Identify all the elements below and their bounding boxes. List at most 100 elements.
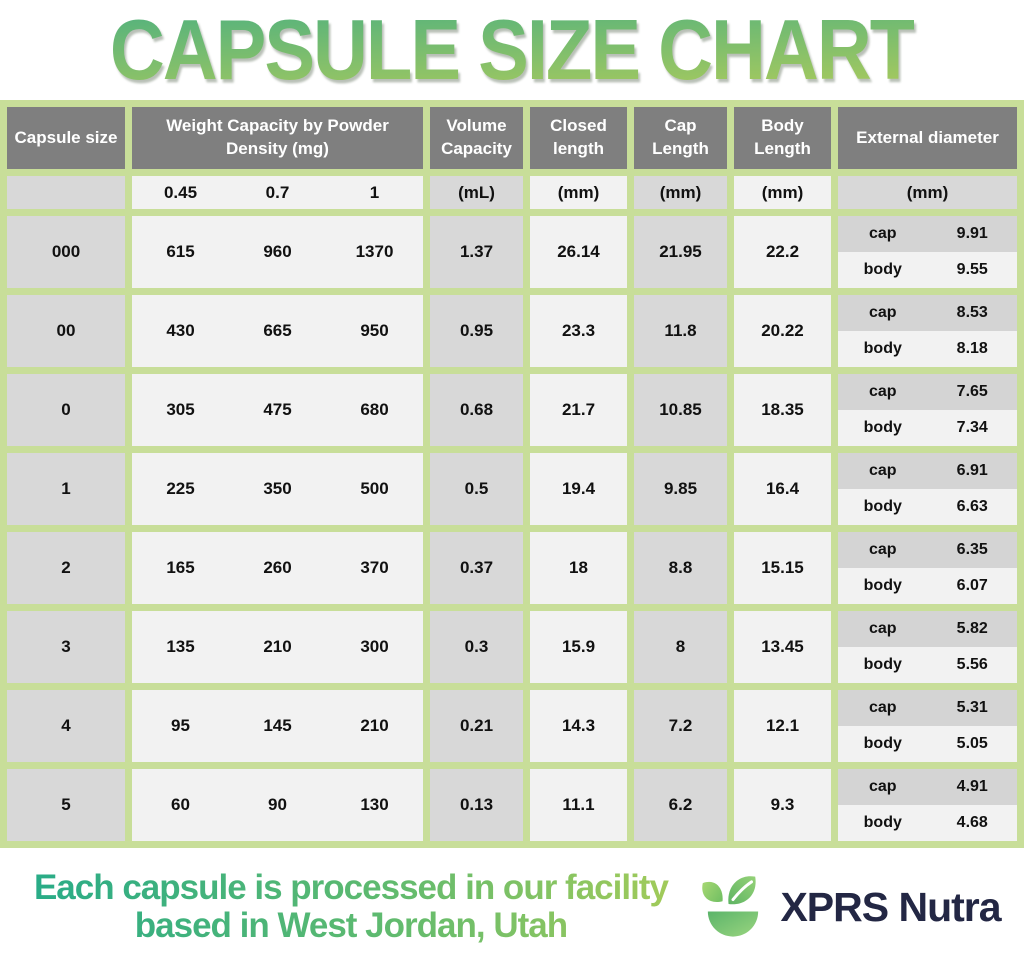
weight-value: 60 [171, 795, 190, 814]
cap-label: cap [868, 383, 897, 400]
body-length-cell-000: 22.2 [734, 216, 831, 288]
cap-label: cap [868, 225, 897, 242]
leaf-bowl-icon [702, 876, 759, 937]
cap-diameter-value: 7.65 [956, 383, 988, 400]
body-diameter-band: body 7.34 [838, 410, 1017, 446]
cap-diameter-value: 8.53 [956, 304, 988, 321]
brand-logo: XPRS Nutra [696, 870, 1002, 944]
volume-cell-0: 0.68 [430, 374, 523, 446]
volume-cell-4: 0.21 [430, 690, 523, 762]
cap-diameter-value: 6.91 [956, 462, 988, 479]
size-cell-1: 1 [7, 453, 125, 525]
body-label: body [863, 577, 902, 594]
cap-diameter-value: 9.91 [956, 225, 988, 242]
volume-cell-000: 1.37 [430, 216, 523, 288]
brand-name: XPRS Nutra [780, 883, 1001, 930]
body-diameter-band: body 5.56 [838, 647, 1017, 683]
external-diameter-cell-5: cap 4.91 body 4.68 [838, 769, 1017, 841]
footer: Each capsule is processed in our facilit… [0, 848, 1024, 966]
header-cap-length: Cap Length [634, 107, 727, 169]
cap-diameter-band: cap 8.53 [838, 295, 1017, 331]
size-cell-3: 3 [7, 611, 125, 683]
cap-diameter-value: 5.82 [956, 620, 988, 637]
body-length-cell-1: 16.4 [734, 453, 831, 525]
body-length-cell-3: 13.45 [734, 611, 831, 683]
weight-cell-2: 165 260 370 [132, 532, 423, 604]
weight-cell-3: 135 210 300 [132, 611, 423, 683]
size-cell-4: 4 [7, 690, 125, 762]
closed-length-cell-0: 21.7 [530, 374, 627, 446]
body-length-cell-4: 12.1 [734, 690, 831, 762]
weight-value: 130 [360, 795, 389, 814]
body-label: body [863, 735, 902, 752]
cap-label: cap [868, 699, 897, 716]
external-diameter-cell-0: cap 7.65 body 7.34 [838, 374, 1017, 446]
density-0.45: 0.45 [163, 182, 198, 202]
body-label: body [863, 656, 902, 673]
weight-cell-4: 95 145 210 [132, 690, 423, 762]
body-diameter-value: 5.56 [956, 656, 988, 673]
subheader-empty [7, 176, 125, 209]
body-label: body [863, 340, 902, 357]
closed-length-cell-000: 26.14 [530, 216, 627, 288]
unit-closed-length: (mm) [530, 176, 627, 209]
body-label: body [863, 814, 902, 831]
header-weight-capacity: Weight Capacity by Powder Density (mg) [132, 107, 423, 169]
size-cell-000: 000 [7, 216, 125, 288]
weight-value: 300 [360, 637, 389, 656]
unit-volume: (mL) [430, 176, 523, 209]
closed-length-cell-3: 15.9 [530, 611, 627, 683]
cap-diameter-band: cap 6.91 [838, 453, 1017, 489]
cap-label: cap [868, 304, 897, 321]
body-length-cell-2: 15.15 [734, 532, 831, 604]
external-diameter-cell-3: cap 5.82 body 5.56 [838, 611, 1017, 683]
body-length-cell-00: 20.22 [734, 295, 831, 367]
cap-diameter-band: cap 7.65 [838, 374, 1017, 410]
title-bar: CAPSULE SIZE CHART [0, 0, 1024, 100]
weight-value: 665 [263, 321, 292, 340]
volume-cell-5: 0.13 [430, 769, 523, 841]
body-diameter-value: 9.55 [956, 261, 988, 278]
cap-length-cell-000: 21.95 [634, 216, 727, 288]
closed-length-cell-2: 18 [530, 532, 627, 604]
facility-tagline: Each capsule is processed in our facilit… [23, 868, 678, 946]
weight-value: 350 [263, 479, 292, 498]
closed-length-cell-4: 14.3 [530, 690, 627, 762]
weight-value: 615 [166, 242, 195, 261]
external-diameter-cell-4: cap 5.31 body 5.05 [838, 690, 1017, 762]
weight-value: 370 [360, 558, 389, 577]
cap-diameter-value: 4.91 [956, 778, 988, 795]
body-label: body [863, 498, 902, 515]
weight-cell-5: 60 90 130 [132, 769, 423, 841]
cap-length-cell-1: 9.85 [634, 453, 727, 525]
body-diameter-band: body 6.07 [838, 568, 1017, 604]
weight-value: 500 [360, 479, 389, 498]
cap-length-cell-2: 8.8 [634, 532, 727, 604]
weight-value: 210 [360, 716, 389, 735]
external-diameter-cell-2: cap 6.35 body 6.07 [838, 532, 1017, 604]
body-diameter-value: 8.18 [956, 340, 988, 357]
volume-cell-00: 0.95 [430, 295, 523, 367]
density-0.7: 0.7 [265, 182, 290, 202]
cap-diameter-band: cap 9.91 [838, 216, 1017, 252]
external-diameter-cell-1: cap 6.91 body 6.63 [838, 453, 1017, 525]
volume-cell-1: 0.5 [430, 453, 523, 525]
page-title: CAPSULE SIZE CHART [109, 2, 916, 98]
volume-cell-3: 0.3 [430, 611, 523, 683]
body-diameter-value: 6.07 [956, 577, 988, 594]
weight-value: 90 [268, 795, 287, 814]
header-body-length: Body Length [734, 107, 831, 169]
cap-length-cell-0: 10.85 [634, 374, 727, 446]
unit-cap-length: (mm) [634, 176, 727, 209]
weight-value: 260 [263, 558, 292, 577]
size-cell-5: 5 [7, 769, 125, 841]
closed-length-cell-5: 11.1 [530, 769, 627, 841]
body-diameter-band: body 5.05 [838, 726, 1017, 762]
cap-length-cell-4: 7.2 [634, 690, 727, 762]
weight-cell-000: 615 960 1370 [132, 216, 423, 288]
body-label: body [863, 419, 902, 436]
body-diameter-value: 7.34 [956, 419, 988, 436]
weight-value: 960 [263, 242, 292, 261]
weight-value: 225 [166, 479, 195, 498]
body-length-cell-5: 9.3 [734, 769, 831, 841]
